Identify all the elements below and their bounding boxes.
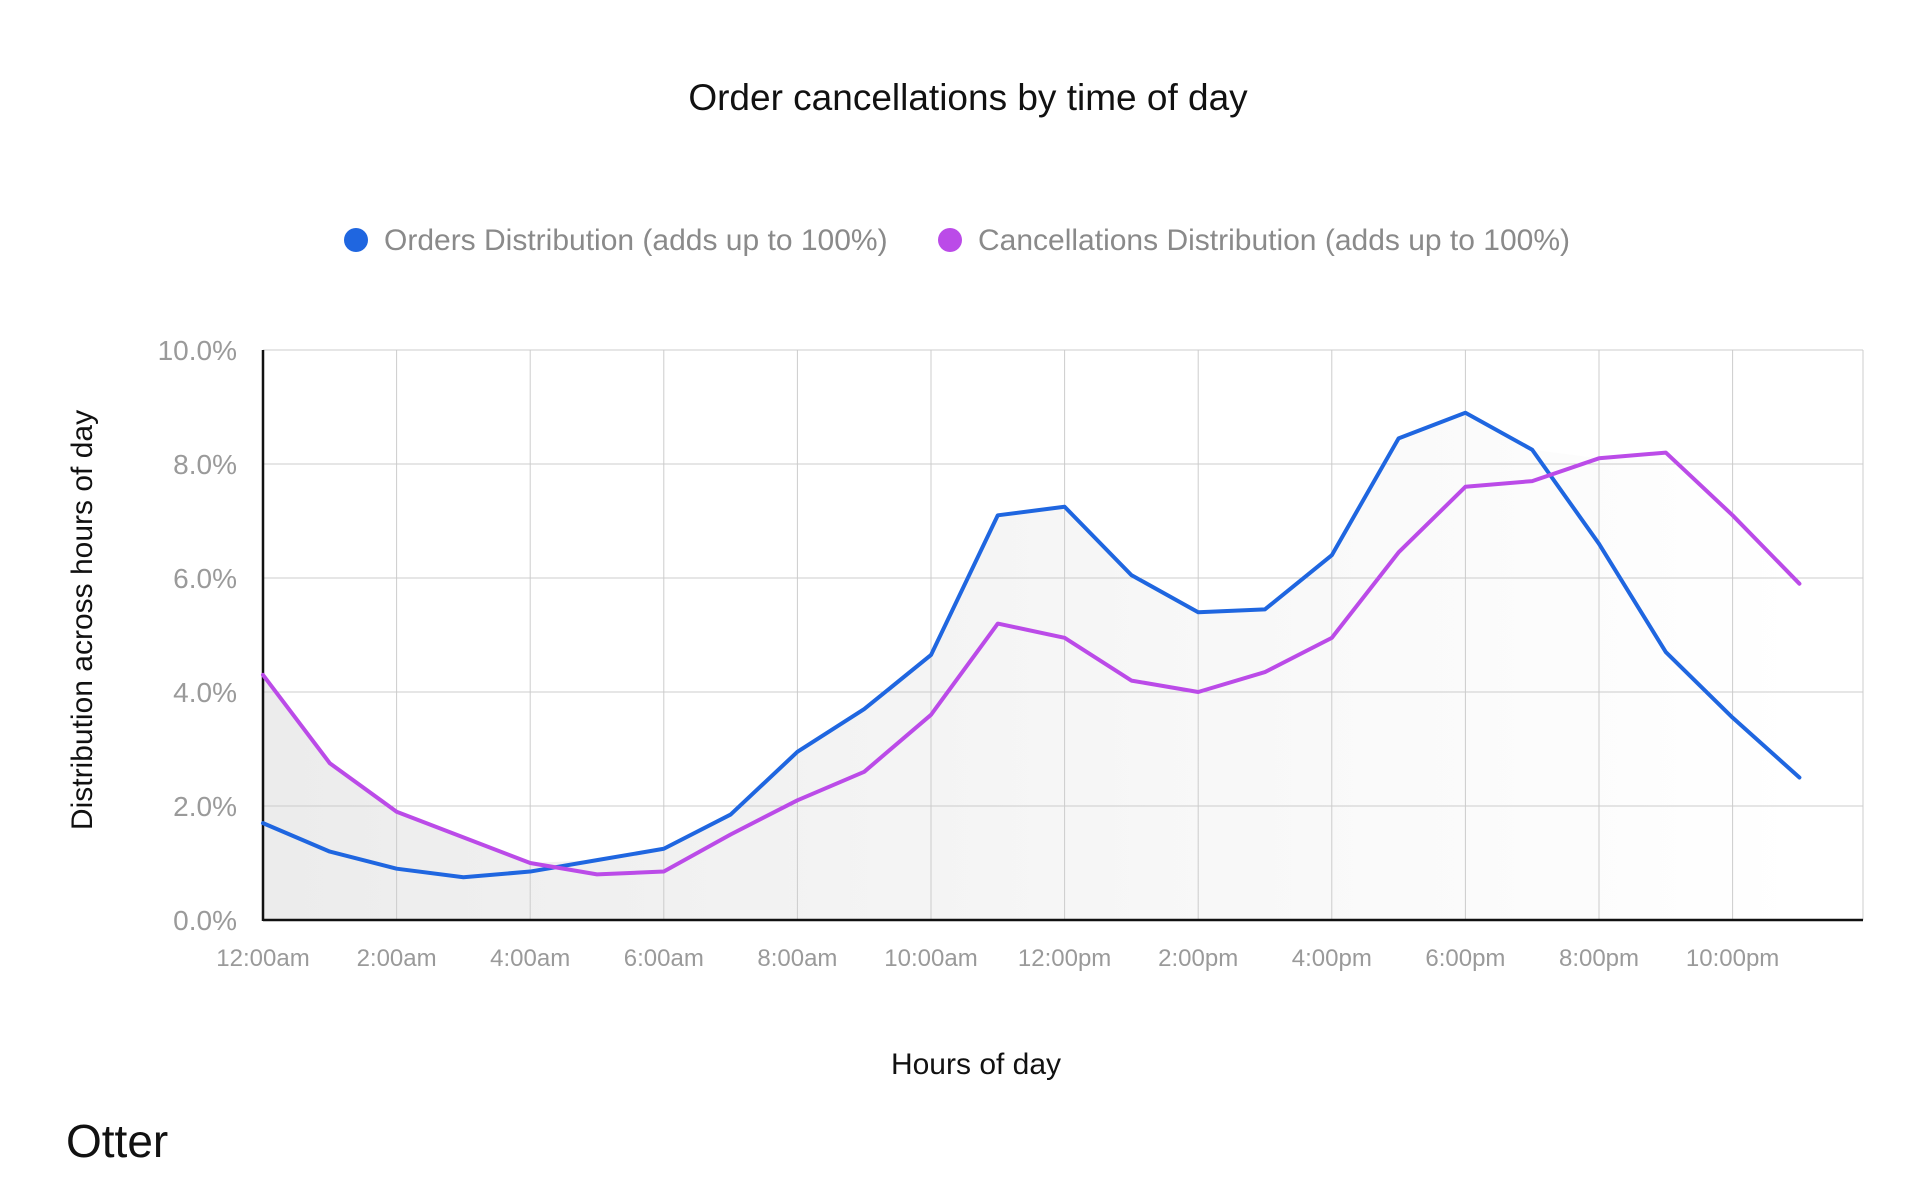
x-tick-label: 4:00am	[490, 945, 570, 972]
x-tick-label: 8:00am	[757, 945, 837, 972]
x-tick-label: 4:00pm	[1292, 945, 1372, 972]
legend-marker-cancellations	[938, 228, 962, 252]
x-tick-label: 6:00am	[624, 945, 704, 972]
x-tick-label: 10:00pm	[1686, 945, 1779, 972]
x-tick-label: 2:00am	[357, 945, 437, 972]
y-tick-label: 10.0%	[158, 335, 237, 366]
y-tick-label: 6.0%	[173, 563, 237, 594]
legend-label-orders: Orders Distribution (adds up to 100%)	[384, 224, 888, 257]
cancellations-series-line	[261, 450, 1802, 877]
chart-title: Order cancellations by time of day	[688, 77, 1248, 118]
legend-marker-orders	[344, 228, 368, 252]
y-tick-label: 8.0%	[173, 449, 237, 480]
legend-label-cancellations: Cancellations Distribution (adds up to 1…	[978, 224, 1570, 257]
plot-area: 0.0% 2.0% 4.0% 6.0% 8.0% 10.0% 12:00am 2:00am 4:…	[158, 335, 1864, 972]
x-tick-label: 12:00pm	[1018, 945, 1111, 972]
x-tick-label: 8:00pm	[1559, 945, 1639, 972]
x-tick-label: 2:00pm	[1158, 945, 1238, 972]
legend: Orders Distribution (adds up to 100%) Ca…	[344, 224, 1570, 257]
legend-item-orders[interactable]: Orders Distribution (adds up to 100%)	[344, 224, 888, 257]
y-tick-label: 4.0%	[173, 677, 237, 708]
y-tick-label: 0.0%	[173, 905, 237, 936]
orders-series-line	[261, 410, 1802, 880]
x-tick-label: 12:00am	[216, 945, 309, 972]
y-tick-label: 2.0%	[173, 791, 237, 822]
x-axis-label: Hours of day	[891, 1048, 1061, 1081]
area-fill	[263, 412, 1800, 920]
legend-item-cancellations[interactable]: Cancellations Distribution (adds up to 1…	[938, 224, 1570, 257]
x-tick-label: 6:00pm	[1425, 945, 1505, 972]
x-tick-label: 10:00am	[884, 945, 977, 972]
brand-logo: Otter	[66, 1115, 168, 1167]
y-axis-label: Distribution across hours of day	[66, 410, 99, 830]
